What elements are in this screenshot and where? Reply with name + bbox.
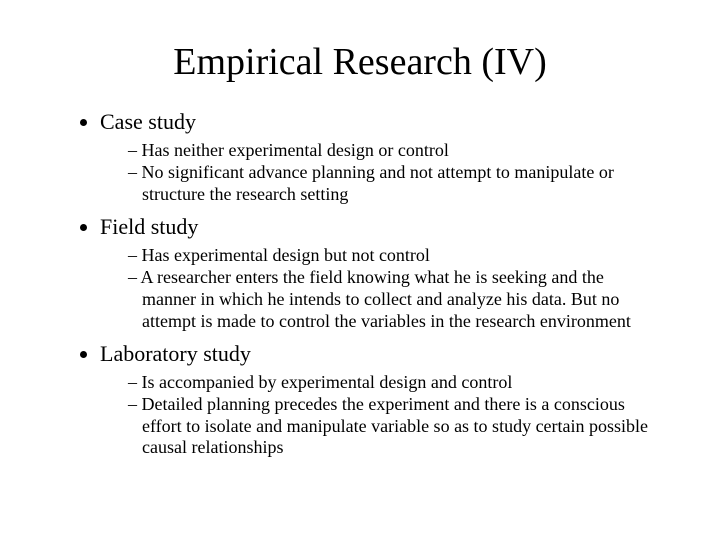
sub-list-item: No significant advance planning and not … [128, 162, 660, 205]
list-item-label: Field study [100, 214, 198, 239]
sub-list: Has neither experimental design or contr… [100, 140, 660, 206]
list-item: Field study Has experimental design but … [100, 213, 660, 332]
slide: Empirical Research (IV) Case study Has n… [0, 0, 720, 540]
sub-list-item: Has neither experimental design or contr… [128, 140, 660, 162]
slide-title: Empirical Research (IV) [60, 40, 660, 84]
sub-list: Is accompanied by experimental design an… [100, 372, 660, 459]
sub-list: Has experimental design but not control … [100, 245, 660, 332]
sub-list-item: A researcher enters the field knowing wh… [128, 267, 660, 332]
list-item-label: Laboratory study [100, 341, 251, 366]
list-item: Laboratory study Is accompanied by exper… [100, 340, 660, 459]
list-item-label: Case study [100, 109, 196, 134]
sub-list-item: Detailed planning precedes the experimen… [128, 394, 660, 459]
bullet-list: Case study Has neither experimental desi… [60, 108, 660, 459]
sub-list-item: Has experimental design but not control [128, 245, 660, 267]
sub-list-item: Is accompanied by experimental design an… [128, 372, 660, 394]
list-item: Case study Has neither experimental desi… [100, 108, 660, 205]
